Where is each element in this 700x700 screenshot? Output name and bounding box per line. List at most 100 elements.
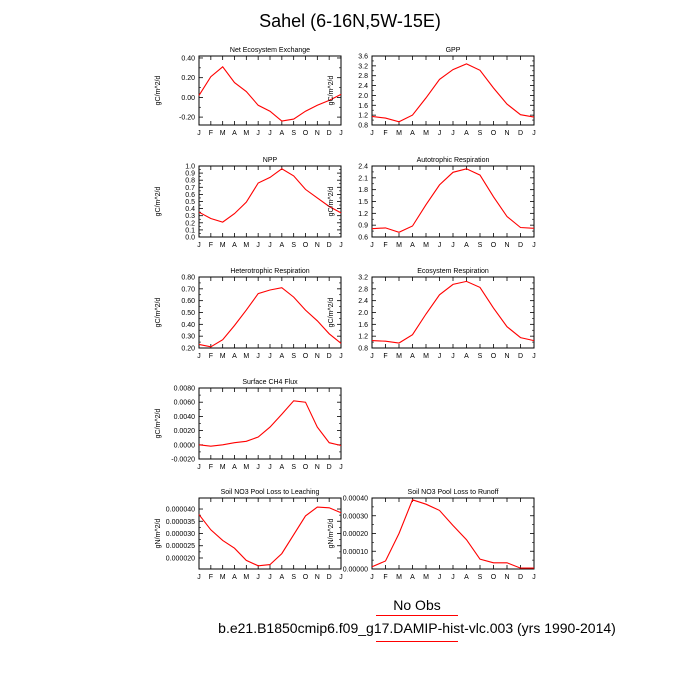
y-axis-label: gC/m^2/d <box>155 298 162 328</box>
y-tick-label: 0.6 <box>185 192 195 199</box>
x-tick-label: M <box>243 130 249 137</box>
x-tick-label: F <box>383 574 387 581</box>
panel-title: Ecosystem Respiration <box>417 268 489 275</box>
y-tick-label: -0.0020 <box>171 457 195 464</box>
x-tick-label: J <box>438 242 442 249</box>
x-tick-label: A <box>464 242 469 249</box>
x-tick-label: S <box>291 464 296 471</box>
x-tick-label: J <box>339 130 343 137</box>
y-tick-label: 0.80 <box>181 275 195 282</box>
y-tick-label: 0.00 <box>181 95 195 102</box>
x-tick-label: M <box>396 574 402 581</box>
legend-line-swatch-bottom <box>376 641 458 642</box>
y-tick-label: 1.0 <box>185 164 195 171</box>
chart-panel-8: Soil NO3 Pool Loss to Leaching 0.000040 0.… <box>155 489 343 581</box>
x-tick-label: N <box>504 242 509 249</box>
panel-title: Soil NO3 Pool Loss to Leaching <box>221 489 320 496</box>
y-tick-label: 3.6 <box>358 54 368 61</box>
x-tick-label: J <box>268 130 272 137</box>
x-tick-label: O <box>303 353 309 360</box>
x-tick-label: S <box>478 353 483 360</box>
x-tick-label: F <box>209 353 213 360</box>
x-tick-label: J <box>268 574 272 581</box>
y-axis-label: gC/m^2/d <box>328 76 335 106</box>
x-tick-label: M <box>220 353 226 360</box>
y-tick-label: 0.6 <box>358 235 368 242</box>
y-tick-label: 2.1 <box>358 175 368 182</box>
y-tick-label: 0.50 <box>181 310 195 317</box>
plot-frame <box>198 55 342 126</box>
y-tick-label: 0.00010 <box>343 549 368 556</box>
data-series-line <box>371 280 535 344</box>
x-tick-label: A <box>232 464 237 471</box>
x-tick-label: J <box>532 242 536 249</box>
y-tick-label: 0.8 <box>185 178 195 185</box>
x-tick-label: D <box>518 130 523 137</box>
x-tick-label: J <box>532 574 536 581</box>
x-tick-label: N <box>315 242 320 249</box>
data-series-line <box>198 506 342 567</box>
plot-frame <box>198 497 342 570</box>
x-tick-label: J <box>197 353 201 360</box>
y-tick-label: 1.2 <box>358 334 368 341</box>
panel-title: NPP <box>263 157 278 164</box>
y-axis-label: gN/m^2/d <box>328 519 335 549</box>
y-tick-label: 0.3 <box>185 213 195 220</box>
x-tick-label: A <box>279 464 284 471</box>
figure-title: Sahel (6-16N,5W-15E) <box>259 11 441 31</box>
x-tick-label: N <box>315 574 320 581</box>
chart-panel-7: Surface CH4 Flux 0.0080 0.0060 0.0040 0.0020… <box>155 379 343 471</box>
plot-frame <box>371 276 535 349</box>
x-tick-label: M <box>423 130 429 137</box>
x-tick-label: A <box>279 242 284 249</box>
x-tick-label: A <box>279 353 284 360</box>
x-tick-label: M <box>396 130 402 137</box>
x-tick-label: J <box>197 464 201 471</box>
x-tick-label: J <box>256 242 260 249</box>
data-series-line <box>198 400 342 447</box>
y-tick-label: 0.30 <box>181 334 195 341</box>
y-tick-label: 0.000025 <box>166 543 195 550</box>
x-tick-label: M <box>243 353 249 360</box>
y-axis-label: gC/m^2/d <box>328 298 335 328</box>
x-tick-label: J <box>339 353 343 360</box>
x-tick-label: J <box>339 574 343 581</box>
x-tick-label: D <box>327 464 332 471</box>
y-tick-label: 1.8 <box>358 187 368 194</box>
plot-frame <box>198 276 342 349</box>
x-tick-label: J <box>339 464 343 471</box>
x-tick-label: M <box>423 574 429 581</box>
x-tick-label: J <box>197 130 201 137</box>
y-tick-label: 2.4 <box>358 298 368 305</box>
x-tick-label: J <box>268 353 272 360</box>
x-tick-label: D <box>518 574 523 581</box>
x-tick-label: O <box>491 130 497 137</box>
y-tick-label: 0.0040 <box>174 414 196 421</box>
x-tick-label: J <box>197 574 201 581</box>
x-tick-label: N <box>504 574 509 581</box>
x-tick-label: J <box>268 242 272 249</box>
y-axis-label: gN/m^2/d <box>155 519 162 549</box>
x-tick-label: N <box>315 464 320 471</box>
y-tick-label: 0.00040 <box>343 496 368 503</box>
y-tick-label: 0.000040 <box>166 507 195 514</box>
x-tick-label: O <box>303 130 309 137</box>
x-tick-label: M <box>220 464 226 471</box>
x-tick-label: J <box>370 574 374 581</box>
x-tick-label: S <box>291 353 296 360</box>
x-tick-label: J <box>532 130 536 137</box>
y-axis-label: gC/m^2/d <box>328 187 335 217</box>
y-tick-label: 1.6 <box>358 322 368 329</box>
y-tick-label: 0.000030 <box>166 531 195 538</box>
y-tick-label: 3.2 <box>358 63 368 70</box>
plot-frame <box>198 165 342 238</box>
y-tick-label: 0.40 <box>181 322 195 329</box>
x-tick-label: O <box>491 353 497 360</box>
data-series-line <box>198 168 342 223</box>
x-tick-label: A <box>279 574 284 581</box>
y-tick-label: 0.00020 <box>343 531 368 538</box>
y-tick-label: 0.0060 <box>174 400 196 407</box>
y-tick-label: 2.0 <box>358 310 368 317</box>
y-tick-label: 0.5 <box>185 199 195 206</box>
